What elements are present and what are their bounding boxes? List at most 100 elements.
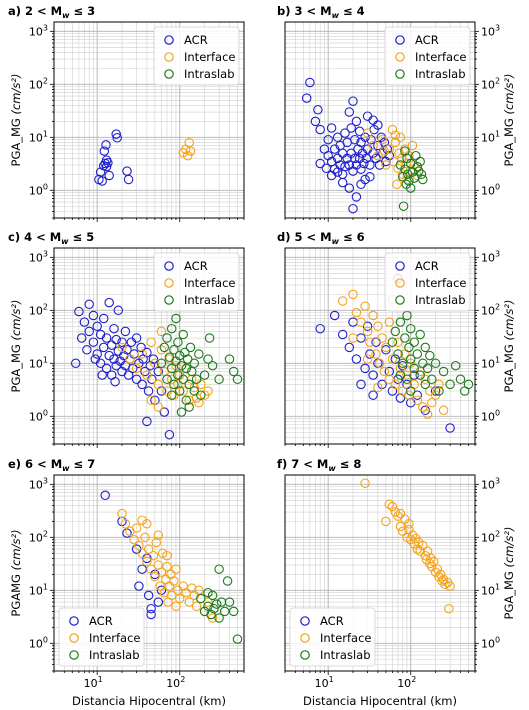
point-acr <box>88 310 99 321</box>
point-intraslab <box>407 167 418 177</box>
legend-marker-intraslab <box>395 69 405 79</box>
point-intraslab <box>413 166 424 176</box>
legend-marker-interface <box>69 633 79 643</box>
point-intraslab <box>405 183 416 193</box>
point-interface <box>157 548 168 559</box>
point-intraslab <box>387 337 398 347</box>
legend-marker-interface <box>395 278 405 288</box>
y-tick-label: 103 <box>29 23 48 38</box>
point-interface <box>150 358 160 369</box>
point-acr <box>332 132 343 143</box>
point-intraslab <box>412 161 423 172</box>
point-acr <box>97 370 107 380</box>
point-acr <box>109 354 119 364</box>
point-intraslab <box>434 386 444 396</box>
point-intraslab <box>398 201 409 211</box>
point-intraslab <box>169 379 179 390</box>
point-acr <box>137 564 147 574</box>
point-acr <box>381 156 391 167</box>
point-interface <box>156 326 167 337</box>
point-interface <box>384 317 395 327</box>
point-acr <box>344 183 355 193</box>
point-acr <box>368 148 378 159</box>
point-intraslab <box>422 363 433 374</box>
point-acr <box>112 133 122 143</box>
point-acr <box>104 170 114 181</box>
point-acr <box>332 153 343 164</box>
point-acr <box>362 321 373 332</box>
legend-label-acr: ACR <box>184 259 208 273</box>
point-interface <box>381 160 391 170</box>
point-interface <box>432 564 443 574</box>
point-interface <box>407 530 418 540</box>
point-intraslab <box>171 313 181 324</box>
point-acr <box>315 158 325 169</box>
axes-frame <box>284 21 476 219</box>
point-intraslab <box>203 354 213 364</box>
legend-label-interface: Interface <box>415 50 467 64</box>
point-interface <box>125 354 135 364</box>
point-intraslab <box>232 634 243 644</box>
point-intraslab <box>418 358 428 369</box>
point-acr <box>111 129 121 139</box>
point-interface <box>374 358 385 369</box>
point-acr <box>323 134 333 145</box>
legend-marker-acr <box>395 261 405 271</box>
x-axis-label: Distancia Hipocentral (km) <box>303 694 457 708</box>
panel-2: 100 101 102 103 PGA_MG (cm/s²) b) 3 < Mw ≤ 4 A… <box>277 4 516 222</box>
point-intraslab <box>206 609 216 620</box>
point-acr <box>365 349 375 359</box>
panel-title: b) 3 < Mw ≤ 4 <box>277 4 365 20</box>
point-interface <box>438 405 449 416</box>
y-tick-label: 101 <box>29 582 48 597</box>
y-axis-label: PGA_MG (cm/s²) <box>502 74 516 167</box>
point-acr <box>346 123 356 133</box>
legend-marker-intraslab <box>164 295 174 305</box>
point-acr <box>340 128 350 138</box>
point-acr <box>113 305 124 316</box>
legend-label-interface: Interface <box>184 276 236 290</box>
y-axis-label: PGA_MG (cm/s²) <box>502 527 516 620</box>
point-acr <box>326 123 337 133</box>
point-interface <box>395 521 406 532</box>
panel-1: 100 101 102 103 PGA_MG (cm/s²) a) 2 < Mw ≤ 3 A… <box>8 4 245 222</box>
point-acr <box>101 155 112 165</box>
legend-marker-acr <box>164 261 174 271</box>
point-interface <box>379 146 390 156</box>
scatter-points <box>360 478 455 614</box>
point-interface <box>169 576 179 586</box>
point-acr <box>351 192 362 202</box>
y-axis-label: PGA_MG (cm/s²) <box>9 300 23 393</box>
point-acr <box>348 96 358 106</box>
point-interface <box>404 519 414 529</box>
point-acr <box>329 310 340 321</box>
point-acr <box>323 150 333 161</box>
point-intraslab <box>173 337 183 347</box>
point-acr <box>104 350 114 361</box>
point-interface <box>142 519 152 529</box>
point-interface <box>120 519 131 529</box>
legend-label-intraslab: Intraslab <box>89 648 140 662</box>
point-acr <box>117 337 127 347</box>
point-intraslab <box>397 358 408 369</box>
point-interface <box>131 363 142 374</box>
point-acr <box>315 124 325 135</box>
legend-marker-intraslab <box>164 69 174 79</box>
point-acr <box>356 164 366 174</box>
point-intraslab <box>425 350 435 361</box>
y-tick-label: 100 <box>29 182 48 197</box>
point-intraslab <box>182 354 193 364</box>
scatter-points <box>100 490 243 644</box>
legend-label-interface: Interface <box>184 50 236 64</box>
point-acr <box>97 176 107 186</box>
point-interface <box>384 374 395 385</box>
point-intraslab <box>445 379 455 390</box>
point-interface <box>362 128 373 138</box>
point-interface <box>182 150 193 161</box>
point-interface <box>140 532 150 543</box>
y-tick-label: 102 <box>481 529 500 544</box>
point-interface <box>395 363 406 374</box>
point-interface <box>166 590 177 601</box>
panel-title: c) 4 < Mw ≤ 5 <box>8 230 94 246</box>
